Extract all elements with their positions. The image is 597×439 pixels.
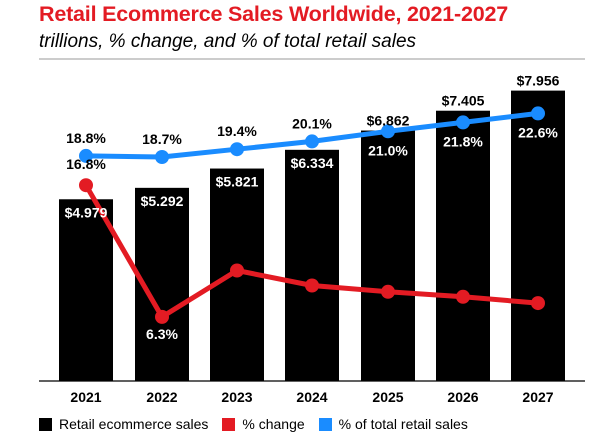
share-label-2025: 21.0% (368, 142, 408, 158)
x-tick-2022: 2022 (146, 389, 177, 405)
bar-label-2026: $7.405 (442, 93, 485, 109)
change-point-2023 (230, 263, 244, 278)
bar-label-2023: $5.821 (216, 174, 259, 190)
share-label-2027: 22.6% (518, 124, 558, 140)
share-point-2026 (456, 115, 470, 130)
bar-2027 (511, 90, 565, 381)
bar-2024 (285, 149, 339, 381)
bar-label-2024: $6.334 (291, 155, 334, 171)
bar-2021 (59, 199, 113, 381)
share-point-2023 (230, 142, 244, 157)
bar-label-2021: $4.979 (65, 204, 108, 220)
change-label-2022: 6.3% (146, 326, 178, 342)
change-point-2024 (305, 278, 319, 293)
legend-item-share: % of total retail sales (318, 416, 468, 432)
change-label-2021: 16.8% (66, 156, 106, 172)
legend-item-change: % change (222, 416, 305, 432)
x-tick-labels: 2021 2022 2023 2024 2025 2026 2027 (70, 389, 553, 405)
change-label-2026: 7.9% (447, 310, 479, 326)
change-point-2026 (456, 289, 470, 304)
legend-item-sales: Retail ecommerce sales (39, 416, 208, 432)
x-tick-2024: 2024 (296, 389, 327, 405)
chart-subtitle: trillions, % change, and % of total reta… (39, 31, 417, 52)
share-point-2024 (305, 134, 319, 149)
x-tick-2023: 2023 (221, 389, 252, 405)
legend-label-share: % of total retail sales (338, 416, 468, 432)
lines-layer (79, 106, 545, 324)
bar-label-2022: $5.292 (141, 193, 184, 209)
change-point-2022 (155, 309, 169, 324)
share-label-2024: 20.1% (292, 115, 332, 131)
bar-label-2025: $6.862 (367, 113, 410, 129)
change-label-2025: 8.3% (372, 305, 404, 321)
bar-label-2027: $7.956 (517, 73, 560, 89)
x-tick-2025: 2025 (372, 389, 403, 405)
legend-swatch-sales (39, 417, 52, 431)
change-point-2025 (381, 284, 395, 299)
x-tick-2027: 2027 (522, 389, 553, 405)
bar-2026 (436, 110, 490, 381)
change-label-2027: 7.4% (522, 316, 554, 332)
share-label-2021: 18.8% (66, 130, 106, 146)
legend-label-change: % change (242, 416, 305, 432)
change-point-2021 (79, 178, 93, 193)
share-label-2026: 21.8% (443, 133, 483, 149)
chart-title: Retail Ecommerce Sales Worldwide, 2021-2… (39, 2, 509, 26)
share-point-2025 (381, 124, 395, 139)
bars-layer (59, 90, 565, 381)
legend-label-sales: Retail ecommerce sales (59, 416, 209, 432)
legend-swatch-change (222, 417, 236, 431)
change-label-2023: 10.0% (217, 243, 257, 259)
legend: Retail ecommerce sales % change % of tot… (39, 414, 482, 434)
share-label-2023: 19.4% (217, 123, 257, 139)
share-point-2027 (531, 106, 545, 121)
x-tick-2026: 2026 (447, 389, 478, 405)
legend-swatch-share (318, 417, 332, 431)
labels-layer: $4.979 $5.292 $5.821 $6.334 $6.862 $7.405 $7.9… (65, 73, 560, 342)
share-point-2021 (79, 148, 93, 163)
change-label-2024: 8.8% (296, 299, 328, 315)
change-point-2027 (531, 296, 545, 311)
x-tick-2021: 2021 (70, 389, 101, 405)
share-point-2022 (155, 150, 169, 164)
bar-2025 (361, 130, 415, 381)
share-label-2022: 18.7% (142, 131, 182, 147)
